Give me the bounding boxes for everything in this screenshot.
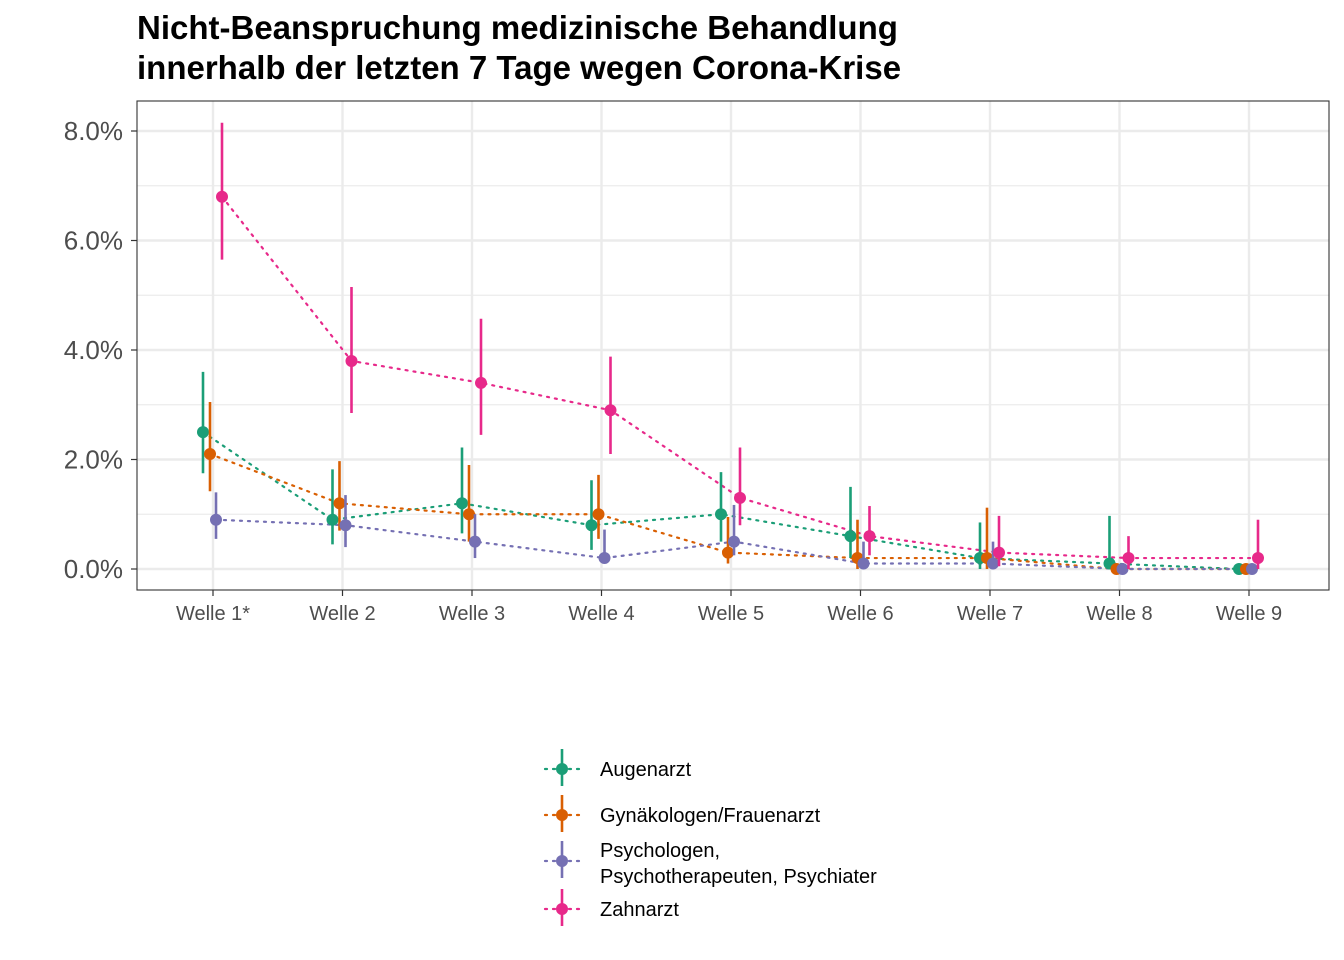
data-point	[863, 530, 876, 543]
data-point	[1122, 552, 1135, 565]
x-tick-label: Welle 6	[827, 603, 893, 625]
series-line	[201, 431, 1241, 571]
series-marks	[197, 122, 1264, 575]
legend: Augenarzt Gynäkologen/Frauenarzt Psycholog…	[543, 749, 877, 926]
data-point	[987, 557, 999, 570]
data-point	[592, 508, 605, 521]
data-point	[469, 535, 481, 548]
data-point	[844, 530, 857, 543]
data-point	[722, 546, 734, 559]
data-point	[598, 552, 611, 565]
data-point	[1252, 552, 1264, 565]
data-point	[1116, 563, 1129, 575]
data-point	[993, 546, 1005, 559]
y-tick-label: 8.0%	[64, 116, 123, 146]
y-tick-label: 2.0%	[64, 445, 123, 475]
data-point	[197, 426, 209, 439]
data-point	[326, 513, 339, 526]
data-point	[715, 508, 727, 521]
data-point	[456, 497, 468, 510]
x-tick-label: Welle 3	[439, 603, 505, 625]
data-point	[345, 354, 358, 367]
legend-key-point	[556, 855, 568, 867]
legend-label: Zahnarzt	[600, 899, 679, 921]
data-point	[475, 376, 487, 389]
data-point	[1246, 563, 1258, 575]
grid-lines	[137, 101, 1329, 590]
y-tick-label: 6.0%	[64, 226, 123, 256]
y-tick-label: 4.0%	[64, 335, 123, 365]
x-tick-label: Welle 2	[309, 603, 375, 625]
x-tick-label: Welle 5	[698, 603, 764, 625]
plot-panel-border	[136, 100, 1330, 591]
data-point	[585, 519, 598, 532]
data-point	[204, 448, 216, 461]
y-tick-label: 0.0%	[64, 554, 123, 584]
data-point	[339, 519, 352, 532]
chart-title-line-2: innerhalb der letzten 7 Tage wegen Coron…	[137, 49, 902, 86]
data-point	[857, 557, 870, 570]
x-tick-label: Welle 4	[568, 603, 634, 625]
data-point	[210, 513, 222, 526]
legend-key-point	[556, 903, 568, 915]
chart-title-line-1: Nicht-Beanspruchung medizinische Behandl…	[137, 9, 898, 46]
data-point	[728, 535, 740, 548]
legend-key-point	[556, 763, 568, 775]
x-tick-label: Welle 8	[1086, 603, 1152, 625]
data-point	[333, 497, 346, 510]
data-point	[734, 491, 746, 504]
data-point	[463, 508, 475, 521]
data-point	[216, 190, 228, 203]
data-point	[604, 404, 617, 417]
x-tick-label: Welle 7	[957, 603, 1023, 625]
legend-label: Gynäkologen/Frauenarzt	[600, 805, 821, 827]
x-tick-label: Welle 9	[1216, 603, 1282, 625]
chart-title: Nicht-Beanspruchung medizinische Behandl…	[137, 8, 901, 88]
legend-label: Psychologen,	[600, 840, 720, 862]
legend-key-point	[556, 809, 568, 821]
x-tick-label: Welle 1*	[176, 603, 250, 625]
legend-label: Augenarzt	[600, 759, 692, 781]
legend-label: Psychotherapeuten, Psychiater	[600, 866, 877, 888]
axes: 0.0% 2.0% 4.0% 6.0% 8.0% Welle 1* Welle 2 Welle…	[64, 116, 1282, 625]
